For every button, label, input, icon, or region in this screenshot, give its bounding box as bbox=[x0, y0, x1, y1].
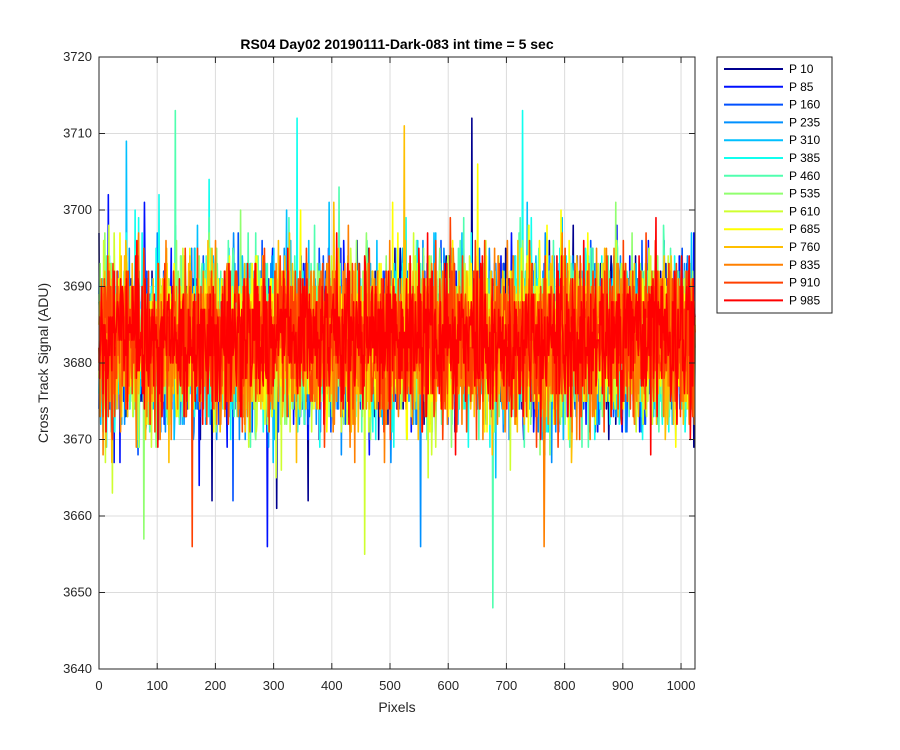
x-tick-label: 500 bbox=[379, 678, 401, 693]
x-tick-label: 600 bbox=[437, 678, 459, 693]
legend-entry-label: P 235 bbox=[789, 115, 820, 129]
chart-title: RS04 Day02 20190111-Dark-083 int time = … bbox=[240, 36, 553, 52]
y-tick-label: 3720 bbox=[63, 49, 92, 64]
y-axis-label: Cross Track Signal (ADU) bbox=[35, 283, 51, 443]
legend-entry-label: P 685 bbox=[789, 222, 820, 236]
x-tick-label: 0 bbox=[95, 678, 102, 693]
legend-entry-label: P 10 bbox=[789, 62, 814, 76]
legend-entry-label: P 310 bbox=[789, 133, 820, 147]
legend-entry-label: P 85 bbox=[789, 80, 814, 94]
legend-entry-label: P 385 bbox=[789, 151, 820, 165]
legend-entry-label: P 610 bbox=[789, 204, 820, 218]
x-tick-label: 900 bbox=[612, 678, 634, 693]
legend-entry-label: P 910 bbox=[789, 276, 820, 290]
x-tick-label: 800 bbox=[554, 678, 576, 693]
legend-entry-label: P 460 bbox=[789, 169, 820, 183]
y-tick-label: 3680 bbox=[63, 355, 92, 370]
legend: P 10 P 85 P 160 P 235 P 310 P 385 P 460 P 535 P … bbox=[716, 56, 833, 314]
legend-entry-label: P 535 bbox=[789, 187, 820, 201]
y-tick-label: 3660 bbox=[63, 508, 92, 523]
x-tick-label: 100 bbox=[146, 678, 168, 693]
y-tick-label: 3710 bbox=[63, 126, 92, 141]
x-tick-label: 1000 bbox=[667, 678, 696, 693]
series-line-p-985 bbox=[98, 216, 696, 456]
legend-entry-label: P 160 bbox=[789, 98, 820, 112]
legend-entry-label: P 835 bbox=[789, 258, 820, 272]
y-tick-label: 3700 bbox=[63, 202, 92, 217]
x-tick-label: 400 bbox=[321, 678, 343, 693]
legend-entry-label: P 760 bbox=[789, 240, 820, 254]
ticks: 0 100 200 300 400 500 600 700 800 900 1000 3640 3650… bbox=[63, 49, 695, 693]
y-tick-label: 3640 bbox=[63, 661, 92, 676]
y-tick-label: 3690 bbox=[63, 279, 92, 294]
x-axis-label: Pixels bbox=[378, 699, 415, 715]
x-tick-label: 300 bbox=[263, 678, 285, 693]
y-tick-label: 3650 bbox=[63, 585, 92, 600]
legend-box bbox=[716, 56, 833, 314]
x-tick-label: 200 bbox=[205, 678, 227, 693]
y-tick-label: 3670 bbox=[63, 432, 92, 447]
x-tick-label: 700 bbox=[496, 678, 518, 693]
series-layer bbox=[98, 109, 696, 609]
legend-entry-label: P 985 bbox=[789, 293, 820, 307]
